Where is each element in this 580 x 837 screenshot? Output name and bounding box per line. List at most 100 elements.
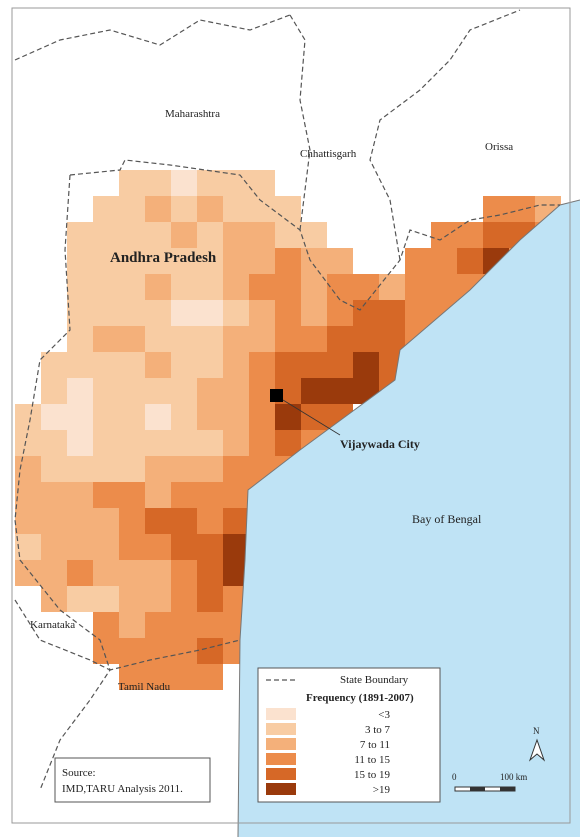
grid-cell — [93, 196, 119, 222]
grid-cell — [223, 326, 249, 352]
grid-cell — [353, 274, 379, 300]
grid-cell — [275, 430, 301, 456]
grid-cell — [171, 664, 197, 690]
grid-cell — [171, 404, 197, 430]
grid-cell — [145, 222, 171, 248]
grid-cell — [15, 482, 41, 508]
city-leader — [282, 399, 341, 436]
grid-cell — [171, 612, 197, 638]
legend-swatch — [266, 723, 296, 735]
grid-cell — [145, 456, 171, 482]
grid-cell — [327, 378, 353, 404]
grid-cell — [15, 430, 41, 456]
grid-cell — [171, 222, 197, 248]
grid-cell — [119, 352, 145, 378]
grid-cell — [171, 456, 197, 482]
grid-cell — [223, 352, 249, 378]
grid-cell — [249, 248, 275, 274]
frame — [11, 7, 571, 824]
legend-classes: <3 3 to 7 7 to 11 11 to 15 15 to 19 >19 — [266, 708, 390, 796]
grid-cell — [223, 170, 249, 196]
grid-cell — [145, 560, 171, 586]
grid-cell — [67, 352, 93, 378]
grid-cell — [483, 222, 509, 248]
grid-cell — [275, 300, 301, 326]
grid-cell — [171, 534, 197, 560]
grid-cell — [93, 222, 119, 248]
grid-cell — [93, 326, 119, 352]
grid-cell — [353, 352, 379, 378]
legend-label: >19 — [373, 784, 391, 796]
grid-cell — [145, 196, 171, 222]
grid-cell — [275, 274, 301, 300]
grid-cell — [93, 638, 119, 664]
grid-cell — [67, 560, 93, 586]
source-text: IMD,TARU Analysis 2011. — [62, 783, 183, 795]
grid-cell — [67, 378, 93, 404]
scale-label: 0 — [452, 772, 457, 782]
grid-cell — [67, 508, 93, 534]
state-label: Andhra Pradesh — [110, 250, 217, 266]
scale-bar-segment — [500, 787, 515, 791]
grid-cell — [119, 196, 145, 222]
grid-cell — [249, 274, 275, 300]
grid-cell — [171, 638, 197, 664]
grid-cell — [119, 482, 145, 508]
grid-cell — [301, 352, 327, 378]
grid-cell — [431, 274, 457, 300]
north-arrow — [528, 738, 546, 762]
grid-cell — [301, 300, 327, 326]
grid-cell — [171, 430, 197, 456]
grid-cell — [41, 352, 67, 378]
grid-cell — [15, 456, 41, 482]
grid-cell — [119, 170, 145, 196]
grid-cell — [249, 326, 275, 352]
grid-cell — [327, 352, 353, 378]
grid-cell — [223, 300, 249, 326]
grid-cell — [197, 300, 223, 326]
state-label: Maharashtra — [165, 108, 220, 120]
grid-cell — [379, 326, 405, 352]
grid-cell — [67, 404, 93, 430]
grid-cell — [171, 300, 197, 326]
grid-cell — [197, 222, 223, 248]
grid-cell — [93, 352, 119, 378]
grid-cell — [119, 430, 145, 456]
grid-cell — [197, 456, 223, 482]
grid-cell — [93, 534, 119, 560]
legend-title: Frequency (1891-2007) — [306, 692, 414, 704]
legend-swatch — [266, 738, 296, 750]
legend-label: <3 — [378, 709, 390, 721]
grid-cell — [119, 560, 145, 586]
grid-cell — [275, 352, 301, 378]
legend-label: 15 to 19 — [354, 769, 391, 781]
grid-cell — [223, 196, 249, 222]
grid-cell — [145, 170, 171, 196]
grid-cell — [145, 404, 171, 430]
grid-cell — [197, 482, 223, 508]
grid-cell — [301, 326, 327, 352]
grid-cell — [93, 482, 119, 508]
grid-cell — [223, 404, 249, 430]
grid-cell — [301, 274, 327, 300]
grid-cell — [197, 326, 223, 352]
state-label: Karnataka — [30, 619, 75, 631]
grid-cell — [327, 248, 353, 274]
grid-cell — [145, 508, 171, 534]
grid-cell — [119, 404, 145, 430]
grid-cell — [119, 586, 145, 612]
grid-cell — [171, 352, 197, 378]
grid-cell — [197, 612, 223, 638]
legend-swatch — [266, 768, 296, 780]
boundary-maha — [14, 14, 291, 61]
grid-cell — [93, 430, 119, 456]
grid-cell — [431, 248, 457, 274]
legend-swatch — [266, 783, 296, 795]
grid-cell — [249, 300, 275, 326]
grid-cell — [197, 170, 223, 196]
grid-cell — [119, 456, 145, 482]
grid-cell — [67, 248, 93, 274]
grid-cell — [145, 300, 171, 326]
grid-cell — [119, 534, 145, 560]
grid-cell — [301, 378, 327, 404]
